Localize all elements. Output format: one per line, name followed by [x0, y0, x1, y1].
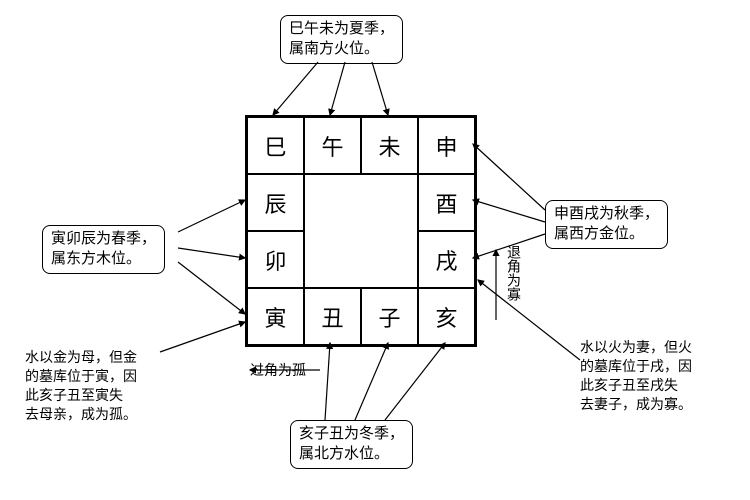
note-gua: 水以火为妻，但火 的墓库位于戌，因 此亥子丑至戌失 去妻子，成为寡。: [580, 340, 692, 416]
cell-zi: 子: [361, 288, 418, 345]
earthly-branch-grid: 巳 午 未 申 辰 酉 卯 戌 寅 丑 子 亥: [245, 115, 477, 347]
callout-summer: 巳午未为夏季， 属南方火位。: [280, 15, 403, 64]
cell-wei: 未: [361, 117, 418, 174]
cell-you: 酉: [418, 174, 475, 231]
cell-shen: 申: [418, 117, 475, 174]
cell-xu: 戌: [418, 231, 475, 288]
callout-winter: 亥子丑为冬季， 属北方水位。: [290, 420, 413, 469]
cell-wu: 午: [304, 117, 361, 174]
cell-yin: 寅: [247, 288, 304, 345]
label-guojiao: 过角为孤: [250, 360, 306, 380]
cell-chou: 丑: [304, 288, 361, 345]
cell-si: 巳: [247, 117, 304, 174]
cell-hai: 亥: [418, 288, 475, 345]
label-tuijiao: 退角为寡: [505, 245, 519, 301]
callout-spring: 寅卯辰为春季， 属东方木位。: [42, 225, 165, 274]
callout-autumn: 申酉戌为秋季， 属西方金位。: [545, 200, 668, 249]
cell-mao: 卯: [247, 231, 304, 288]
grid-center: [304, 174, 418, 288]
cell-chen: 辰: [247, 174, 304, 231]
note-gu: 水以金为母，但金 的墓库位于寅，因 此亥子丑至寅失 去母亲，成为孤。: [25, 350, 137, 426]
